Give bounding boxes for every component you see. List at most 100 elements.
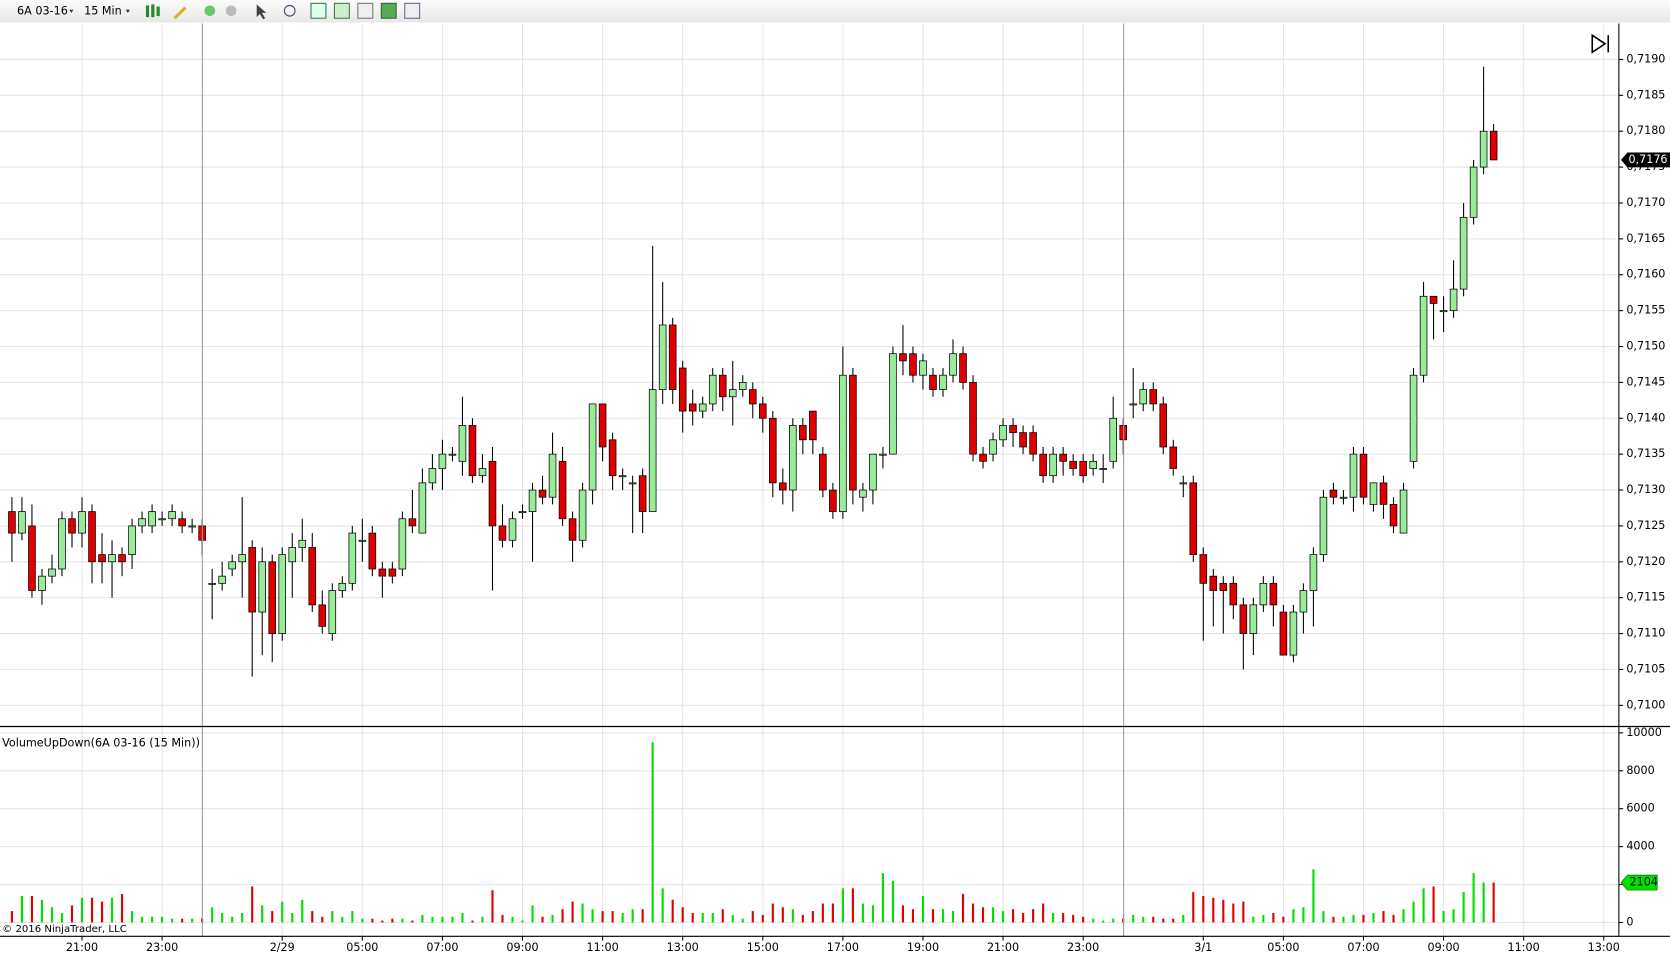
candle-body <box>999 425 1007 441</box>
volume-bar <box>601 911 604 923</box>
y-tick-label: 0,7185 <box>1626 88 1665 101</box>
volume-bar <box>501 914 504 923</box>
candle-body <box>1319 496 1328 555</box>
volume-bar <box>591 909 594 923</box>
scroll-to-end-button[interactable] <box>1591 33 1610 54</box>
zoom-icon[interactable] <box>283 4 296 17</box>
candle-body <box>1389 504 1398 527</box>
candle-body <box>1269 582 1278 606</box>
candle-body <box>748 389 757 405</box>
candle-body <box>889 353 897 455</box>
candle-body <box>1199 554 1208 584</box>
copyright: © 2016 NinjaTrader, LLC <box>2 924 127 935</box>
volume-bar <box>681 907 684 923</box>
volume-bar <box>1022 912 1025 923</box>
volume-bar <box>1312 869 1315 923</box>
volume-bar <box>1052 912 1055 923</box>
orders-icon[interactable] <box>380 2 397 19</box>
volume-bar <box>541 916 544 923</box>
indicator-title: VolumeUpDown(6A 03-16 (15 Min)) <box>2 737 200 750</box>
volume-bar <box>431 916 434 923</box>
volume-bar <box>20 895 24 923</box>
volume-bar <box>1002 911 1005 923</box>
volume-bar <box>1242 901 1245 923</box>
candle-body <box>1149 389 1158 405</box>
candle-body <box>458 425 467 462</box>
interval-selector[interactable]: 15 Min <box>84 4 122 17</box>
candle-body <box>478 468 487 477</box>
y-tick-label: 0,7100 <box>1626 698 1665 711</box>
candle-body <box>989 439 997 455</box>
indicators-icon[interactable] <box>310 2 327 19</box>
properties-icon[interactable] <box>404 2 421 19</box>
candle-body <box>708 374 717 405</box>
dropdown-arrow[interactable] <box>69 9 74 13</box>
volume-bar <box>761 914 764 923</box>
volume-bar <box>641 909 644 923</box>
y-tick-label: 0,7115 <box>1626 591 1665 604</box>
volume-bar <box>991 907 995 923</box>
candle-body <box>78 511 86 534</box>
candle-body <box>1489 130 1498 161</box>
x-tick-label: 21:00 <box>66 941 98 954</box>
volume-bar <box>191 918 194 923</box>
candle-body <box>1089 460 1097 469</box>
volume-bar <box>1412 901 1415 923</box>
y-tick-label: 0,7110 <box>1626 627 1665 640</box>
add-icon[interactable] <box>204 5 216 17</box>
candle-body <box>608 439 617 477</box>
instrument-selector[interactable]: 6A 03-16 <box>17 4 68 17</box>
volume-bar <box>971 903 975 923</box>
bar-style-icon[interactable] <box>145 5 150 18</box>
candle-body <box>228 561 236 570</box>
volume-bar <box>661 888 664 923</box>
volume-bar <box>1272 912 1275 923</box>
candle-body <box>799 425 807 441</box>
x-tick-label: 2/29 <box>270 941 295 954</box>
candle-body <box>939 374 947 390</box>
dropdown-arrow[interactable] <box>125 9 130 13</box>
volume-bar <box>451 916 454 923</box>
candle-body <box>88 511 96 563</box>
volume-bar <box>1012 909 1015 923</box>
volume-bar <box>90 897 94 923</box>
candle-body <box>809 410 817 441</box>
bar-style-icon[interactable] <box>156 6 160 17</box>
candle-body <box>1079 460 1087 477</box>
strategies-icon[interactable] <box>333 2 350 19</box>
volume-bar <box>281 901 284 923</box>
volume-bar <box>1042 903 1045 923</box>
candle-body <box>248 547 256 613</box>
volume-bar <box>551 914 554 923</box>
volume-bar <box>361 918 364 923</box>
volume-bar <box>1292 909 1295 923</box>
candle-body <box>738 382 747 390</box>
chart-trader-icon[interactable] <box>357 2 374 19</box>
volume-bar <box>231 916 234 923</box>
cursor-icon[interactable] <box>256 4 267 20</box>
candle-body <box>1329 489 1338 498</box>
candle-body <box>378 568 387 577</box>
draw-tool-icon[interactable] <box>173 6 187 20</box>
volume-bar <box>1132 914 1135 923</box>
volume-bar <box>351 911 354 923</box>
candle-body <box>1289 611 1298 656</box>
volume-bar <box>481 916 484 923</box>
candle-body <box>1229 582 1238 606</box>
volume-bar <box>521 920 524 923</box>
volume-bar <box>511 916 514 923</box>
volume-bar <box>841 888 844 923</box>
volume-bar <box>691 912 694 923</box>
candle-body <box>338 582 347 591</box>
candle-body <box>108 554 116 563</box>
volume-bar <box>1172 918 1175 923</box>
remove-icon[interactable] <box>225 5 237 17</box>
x-tick-label: 13:00 <box>1588 941 1620 954</box>
bar-style-icon[interactable] <box>151 4 155 18</box>
volume-bar <box>851 888 854 923</box>
volume-bar <box>401 918 404 923</box>
volume-bar <box>1432 886 1435 923</box>
candle-body <box>408 518 417 527</box>
